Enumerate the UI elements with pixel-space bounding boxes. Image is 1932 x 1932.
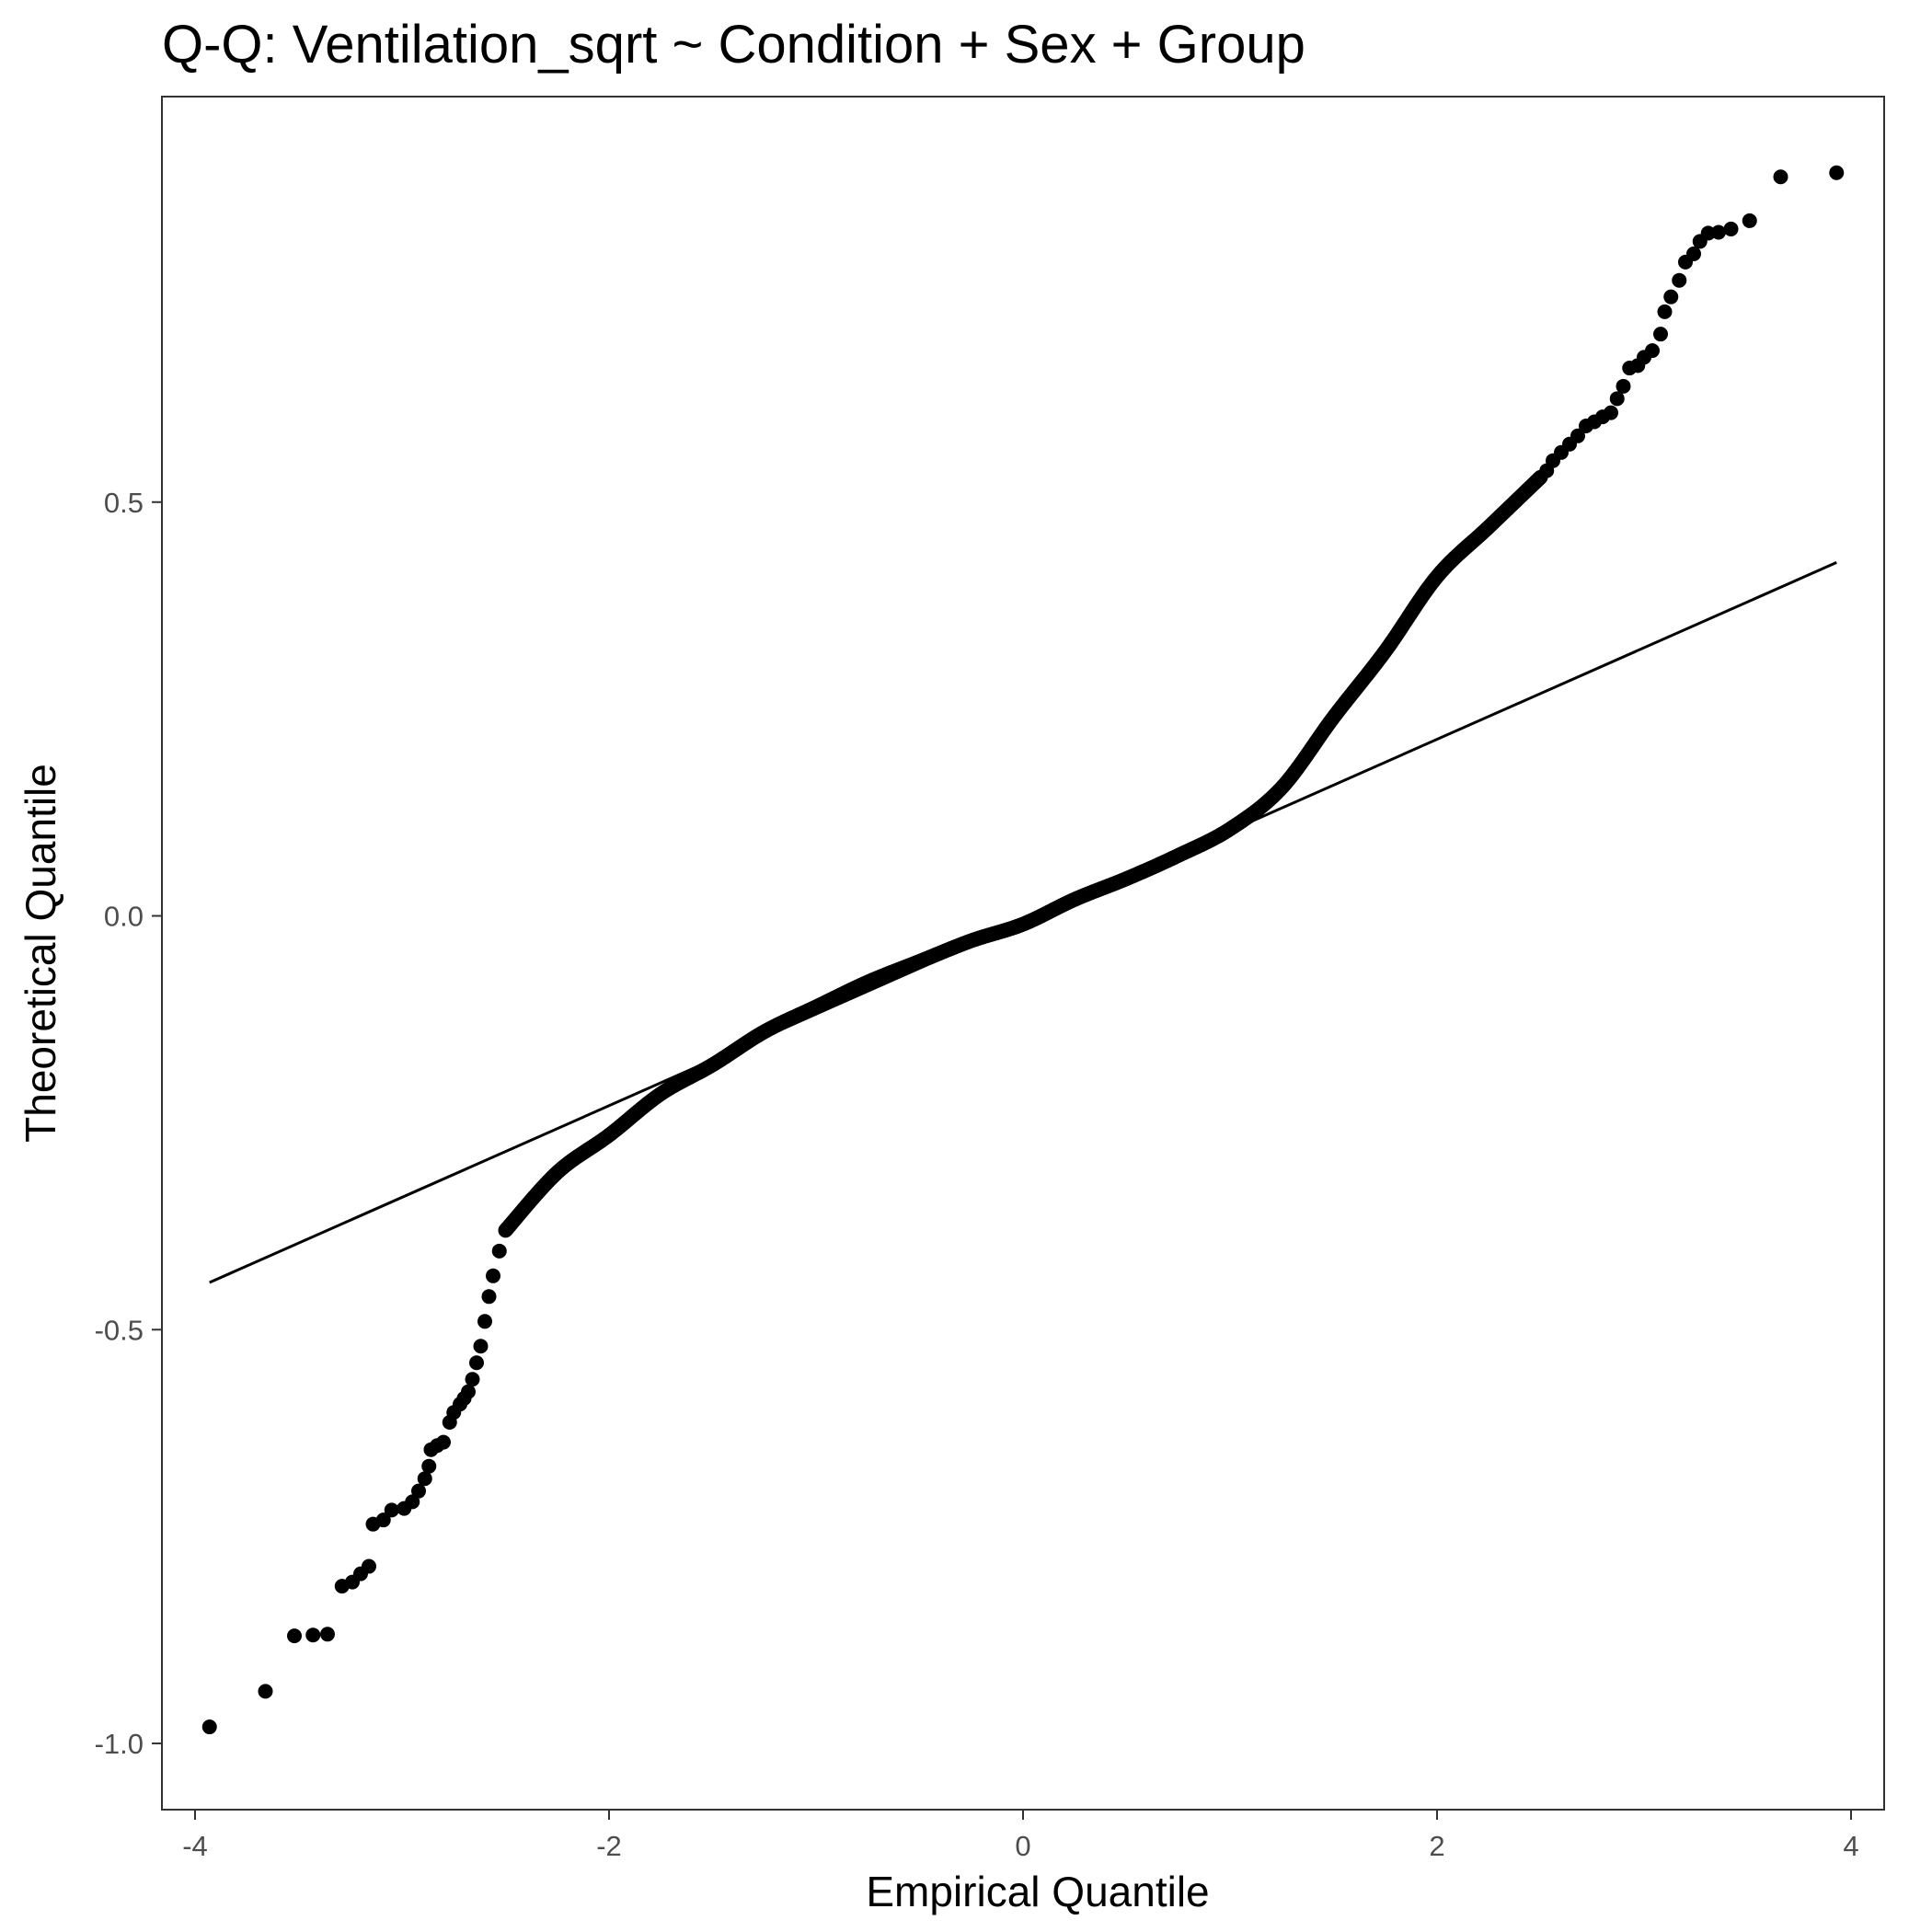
data-point	[417, 1471, 432, 1487]
data-point	[469, 1355, 484, 1371]
data-point	[481, 1289, 497, 1305]
data-point	[1711, 224, 1726, 240]
data-point	[405, 1494, 420, 1510]
chart-title: Q-Q: Ventilation_sqrt ~ Condition + Sex …	[162, 15, 1305, 75]
x-tick-label: 2	[1429, 1830, 1444, 1862]
data-point	[486, 1268, 500, 1283]
x-tick-label: -4	[182, 1830, 208, 1862]
data-point	[1723, 221, 1739, 236]
data-point	[1773, 169, 1788, 185]
plot-panel	[161, 96, 1885, 1811]
data-point	[258, 1684, 273, 1699]
x-axis: -4 -2 0 2 4	[182, 1810, 1859, 1862]
data-point	[1645, 343, 1660, 359]
data-point	[201, 1719, 217, 1735]
data-point	[411, 1483, 426, 1499]
data-point	[1653, 327, 1668, 342]
y-tick-label: -0.5	[95, 1314, 144, 1346]
data-point	[362, 1558, 376, 1574]
data-point	[320, 1627, 335, 1642]
data-point	[305, 1627, 321, 1643]
data-point	[473, 1339, 489, 1354]
data-point	[287, 1628, 302, 1644]
x-tick-label: 0	[1015, 1830, 1030, 1862]
data-point	[1686, 246, 1701, 261]
data-point	[384, 1502, 399, 1518]
data-point	[1663, 289, 1679, 305]
data-point	[1604, 405, 1618, 420]
data-point	[1570, 428, 1585, 443]
data-point	[477, 1314, 492, 1329]
y-tick-label: 0.0	[104, 901, 144, 933]
y-axis-title: Theoretical Quantile	[17, 764, 64, 1143]
y-axis: -1.0 -0.5 0.0 0.5	[95, 487, 162, 1760]
data-point	[1616, 378, 1631, 394]
x-tick-label: 4	[1843, 1830, 1858, 1862]
data-point	[461, 1384, 476, 1399]
data-point	[491, 1243, 507, 1259]
data-point	[421, 1458, 437, 1474]
data-point	[1672, 272, 1687, 288]
data-point	[1829, 165, 1845, 180]
data-point	[1742, 213, 1757, 228]
data-points	[201, 165, 1845, 1735]
data-point	[465, 1372, 480, 1387]
y-tick-label: -1.0	[95, 1728, 144, 1760]
x-axis-title: Empirical Quantile	[866, 1868, 1209, 1915]
y-tick-label: 0.5	[104, 487, 144, 519]
data-point	[375, 1512, 391, 1528]
data-point	[1533, 469, 1548, 485]
data-point	[1609, 391, 1625, 407]
data-point	[436, 1434, 451, 1450]
x-tick-label: -2	[596, 1830, 622, 1862]
data-point	[1657, 304, 1673, 319]
